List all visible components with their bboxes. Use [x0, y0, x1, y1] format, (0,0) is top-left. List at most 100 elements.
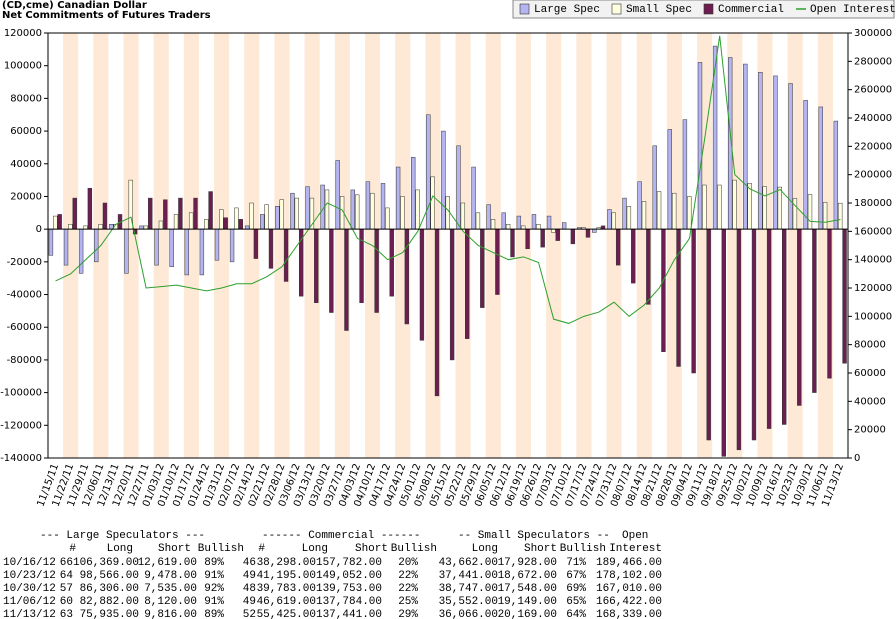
bar [374, 228, 379, 313]
bar [169, 228, 174, 267]
bar [350, 189, 356, 230]
table-cell: 37,441.00 [439, 570, 498, 582]
y2-tick-label: 300000 [854, 28, 892, 39]
bar [540, 228, 545, 248]
table-cell: 19,149.00 [498, 596, 557, 608]
bar [426, 114, 431, 230]
table-cell: 17,928.00 [498, 557, 557, 569]
table-header: Bullish [391, 543, 437, 555]
bar [510, 228, 515, 258]
band [183, 33, 199, 458]
bar [173, 214, 179, 230]
band [63, 33, 79, 458]
bar [102, 202, 108, 230]
bar [78, 228, 84, 274]
bar [72, 197, 77, 230]
bar [676, 228, 681, 367]
y2-tick-label: 180000 [854, 198, 892, 209]
y2-tick-label: 140000 [854, 255, 892, 266]
table-cell: 64% [566, 609, 586, 619]
bar [456, 145, 461, 230]
bar [158, 220, 164, 230]
bar [736, 228, 742, 451]
band [244, 33, 260, 458]
table-cell: 89% [204, 609, 224, 619]
bar [219, 209, 224, 230]
table-cell: 149,052.00 [316, 570, 382, 582]
bar [305, 186, 310, 230]
table-cell: 41,195.00 [257, 570, 316, 582]
bar [449, 228, 455, 361]
table-cell: 38,298.00 [257, 557, 316, 569]
bar [646, 228, 651, 305]
bar [691, 228, 696, 374]
bar [434, 228, 440, 397]
table-cell: 166,422.00 [596, 596, 662, 608]
y2-tick-label: 280000 [854, 56, 892, 67]
bar [57, 214, 62, 230]
y2-tick-label: 200000 [854, 170, 892, 181]
bar [762, 186, 767, 230]
table-cell: 20,169.00 [498, 609, 557, 619]
table-header: Long [302, 543, 328, 555]
y2-tick-label: 120000 [854, 283, 892, 294]
table-cell: 20% [398, 557, 418, 569]
bar [833, 120, 839, 230]
table-cell: 10/16/12 [3, 557, 56, 569]
bar [667, 129, 672, 230]
table-header: Short [524, 543, 557, 555]
band [153, 33, 169, 458]
table-cell: 137,441.00 [316, 609, 382, 619]
bar [238, 219, 243, 230]
legend-label: Small Spec [626, 4, 692, 16]
bar [555, 228, 560, 241]
table-cell: 139,753.00 [316, 583, 382, 595]
table-header: Open [622, 530, 648, 542]
y2-tick-label: 80000 [854, 340, 886, 351]
bar [682, 119, 688, 230]
table-cell: 57 [60, 583, 73, 595]
plot-frame [47, 32, 849, 459]
bar [561, 222, 567, 230]
bar [395, 166, 401, 230]
bar [570, 228, 576, 245]
band [515, 33, 532, 458]
bar [385, 207, 390, 230]
bar [264, 204, 269, 230]
bar [706, 228, 711, 441]
table-cell: 22% [398, 570, 418, 582]
table-cell: 10/30/12 [3, 583, 56, 595]
table-cell: 39,783.00 [257, 583, 316, 595]
chart-title: (CD,cme) Canadian Dollar [2, 0, 147, 11]
bar [637, 181, 642, 230]
y-tick-label: 100000 [4, 61, 42, 72]
bar [419, 228, 425, 341]
bar [585, 228, 591, 238]
table-cell: 168,339.00 [596, 609, 662, 619]
bar [380, 183, 386, 230]
bar [525, 228, 530, 250]
bar [283, 228, 289, 282]
bar [773, 75, 778, 230]
table-cell: 137,784.00 [316, 596, 382, 608]
line [55, 35, 841, 324]
y-tick-label: 0 [36, 224, 42, 235]
table-cell: 52 [243, 609, 256, 619]
band [546, 33, 562, 458]
bar [751, 228, 757, 441]
table-cell: 17,548.00 [498, 583, 557, 595]
bar [335, 160, 340, 230]
table-cell: 22% [398, 583, 418, 595]
bar [199, 228, 205, 276]
y2-tick-label: 40000 [854, 396, 886, 407]
band [636, 33, 652, 458]
bar [615, 228, 621, 266]
bar [732, 179, 737, 230]
band [334, 33, 350, 458]
table-cell: 67% [566, 570, 586, 582]
band [214, 33, 230, 458]
legend-label: Open Interest [810, 4, 896, 16]
table-cell: 89% [204, 557, 224, 569]
band [395, 33, 411, 458]
